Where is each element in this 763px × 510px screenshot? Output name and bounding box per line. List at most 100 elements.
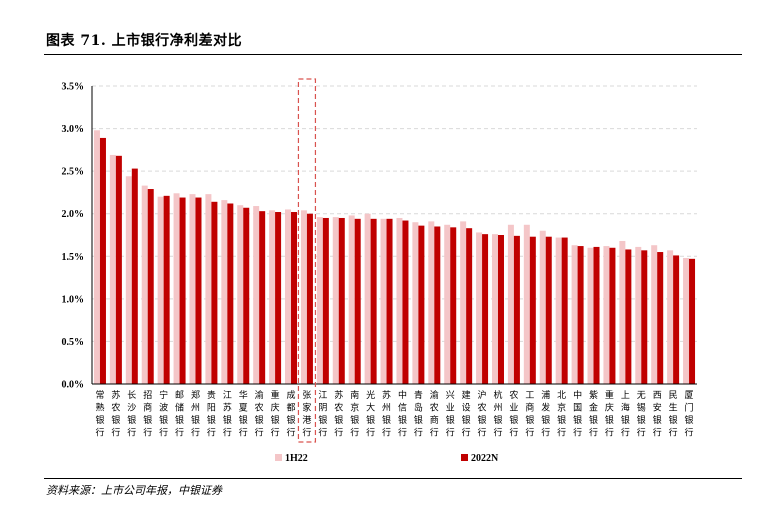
y-axis-ticks: 0.0% 0.5% 1.0% 1.5% 2.0% 2.5% 3.0% 3.5% (62, 82, 85, 391)
bar-2022N (275, 212, 282, 384)
legend: 1H22 2022N (275, 453, 499, 464)
bar-1H22 (603, 246, 610, 384)
y-tick-label: 3.0% (62, 124, 85, 135)
category-label: 郑州银行 (191, 389, 200, 439)
bar-2022N (99, 137, 106, 384)
bar-2022N (561, 237, 568, 384)
bar-1H22 (205, 194, 212, 384)
category-label: 民生银行 (669, 390, 678, 439)
y-tick-label: 3.5% (62, 82, 85, 93)
bar-1H22 (348, 215, 355, 384)
bar-2022N (450, 227, 457, 384)
bar-2022N (609, 247, 616, 384)
bar-2022N (418, 225, 425, 384)
bar-chart: 0.0%0.5%1.0%1.5%2.0%2.5%3.0%3.5% 常熟银行苏农银… (62, 78, 697, 464)
category-label: 重庆银行 (271, 389, 280, 439)
category-label: 邮储银行 (175, 389, 184, 439)
y-tick-label: 2.0% (62, 209, 85, 220)
category-label: 南京银行 (350, 389, 359, 439)
bar-2022N (211, 201, 218, 384)
bar-1H22 (667, 250, 674, 384)
bar-1H22 (428, 221, 435, 384)
bar-1H22 (412, 222, 419, 384)
y-tick-label: 0.5% (62, 337, 85, 348)
y-tick-label: 1.5% (62, 252, 85, 263)
bar-1H22 (125, 176, 132, 384)
category-labels: 常熟银行苏农银行长沙银行招商银行宁波银行邮储银行郑州银行贵阳银行江苏银行华夏银行… (95, 389, 693, 439)
category-label: 渝农商行 (430, 389, 439, 439)
bar-1H22 (523, 224, 530, 384)
category-label: 农业银行 (509, 389, 518, 439)
category-label: 江苏银行 (223, 390, 232, 439)
category-label: 工商银行 (525, 391, 534, 439)
bar-1H22 (253, 206, 260, 384)
category-label: 中国银行 (573, 389, 582, 439)
legend-label: 2022N (471, 453, 499, 464)
category-label: 长沙银行 (127, 389, 136, 439)
y-tick-label: 0.0% (62, 380, 85, 391)
category-label: 沪农银行 (478, 389, 487, 439)
bar-2022N (434, 226, 441, 384)
category-label: 江阴银行 (318, 390, 327, 439)
bar-1H22 (316, 217, 323, 384)
category-label: 招商银行 (143, 389, 152, 439)
bar-2022N (545, 236, 552, 384)
bar-2022N (689, 258, 696, 384)
bar-2022N (243, 207, 250, 384)
bar-1H22 (157, 196, 164, 384)
category-label: 常熟银行 (95, 389, 104, 439)
source-note: 资料来源：上市公司年报，中银证券 (46, 484, 222, 497)
category-label: 苏州银行 (382, 389, 391, 439)
bar-2022N (291, 212, 298, 384)
bar-2022N (322, 217, 329, 384)
category-label: 成都银行 (287, 389, 296, 439)
bar-2022N (466, 228, 473, 384)
bar-1H22 (396, 217, 403, 384)
chart-title: 图表 71. 上市银行净利差对比 (46, 33, 243, 49)
bar-2022N (354, 218, 361, 384)
source-rule (44, 478, 742, 479)
bar-1H22 (109, 154, 116, 384)
category-label: 浦发银行 (541, 389, 550, 439)
bar-1H22 (221, 200, 228, 384)
bar-1H22 (651, 245, 658, 384)
title-rule (44, 54, 742, 55)
bar-2022N (227, 203, 234, 384)
bar-2022N (306, 213, 313, 384)
category-label: 苏农银行 (111, 389, 120, 439)
category-label: 中信银行 (398, 389, 407, 439)
bar-1H22 (619, 240, 626, 384)
bar-2022N (131, 168, 138, 384)
bar-1H22 (189, 194, 196, 384)
bar-1H22 (173, 193, 180, 384)
category-label: 光大银行 (366, 389, 375, 439)
y-tick-label: 1.0% (62, 294, 85, 305)
bar-2022N (370, 218, 377, 384)
bar-1H22 (285, 209, 292, 384)
category-label: 无锡银行 (637, 390, 646, 439)
category-label: 西安银行 (653, 390, 662, 439)
bar-1H22 (269, 210, 276, 384)
bar-2022N (179, 197, 186, 384)
category-label: 贵阳银行 (207, 389, 216, 439)
bar-2022N (386, 218, 393, 384)
bar-1H22 (555, 237, 562, 384)
bar-2022N (641, 250, 648, 384)
category-label: 上海银行 (621, 390, 630, 439)
bar-1H22 (332, 217, 339, 384)
category-label: 紫金银行 (589, 390, 598, 439)
category-label: 华夏银行 (239, 389, 248, 439)
bar-2022N (115, 155, 122, 384)
bar-1H22 (539, 230, 546, 384)
bar-1H22 (93, 130, 100, 384)
bar-1H22 (476, 232, 483, 384)
category-label: 青岛银行 (414, 389, 423, 439)
bar-1H22 (683, 257, 690, 384)
bar-1H22 (141, 185, 148, 384)
highlight-box (297, 78, 317, 443)
category-label: 北京银行 (557, 390, 566, 439)
bar-2022N (625, 249, 632, 384)
bar-1H22 (635, 246, 642, 384)
bar-2022N (259, 211, 266, 384)
category-label: 兴业银行 (446, 390, 455, 439)
